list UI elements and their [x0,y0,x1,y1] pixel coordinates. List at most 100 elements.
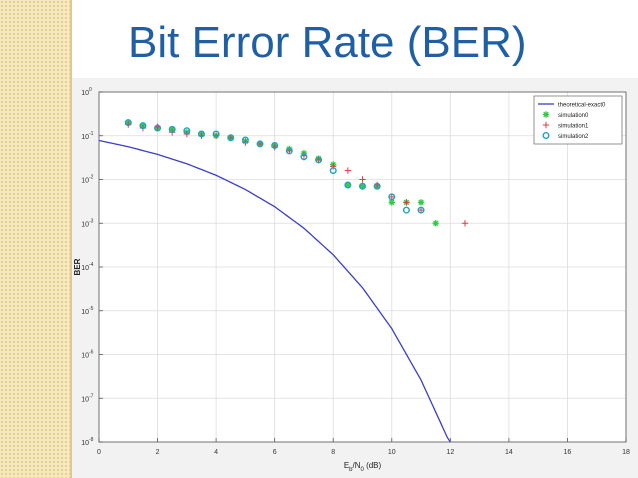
x-tick-label: 18 [622,449,630,456]
star-marker-stroke [543,111,549,118]
data-point [183,127,191,135]
legend-label: theoretical-exact0 [558,103,606,109]
circle-marker [417,206,425,214]
y-tick-label: 10 [81,265,89,272]
data-point [315,156,323,164]
data-point [124,119,132,127]
data-point [271,141,279,149]
data-point [241,136,249,144]
legend-label: simulation1 [558,124,589,130]
circle-marker [359,182,367,190]
x-tick-label: 12 [446,449,454,456]
circle-marker [388,193,396,201]
decorative-side-strip [0,0,70,478]
y-axis-label: BER [73,258,82,275]
x-tick-label: 10 [388,449,396,456]
data-point [212,130,220,138]
theoretical-curve [98,139,451,443]
x-tick-label: 16 [564,449,572,456]
data-point [402,206,410,214]
data-point [417,199,425,206]
y-tick-exponent: -3 [89,218,94,224]
data-point [344,167,352,174]
circle-marker [344,181,352,189]
data-point [227,134,235,142]
data-point [256,140,264,148]
y-tick-exponent: -1 [89,131,94,137]
x-tick-label: 14 [505,449,513,456]
circle-marker [212,130,220,138]
circle-marker [168,125,176,133]
legend: theoretical-exact0 simulation0 simulation1… [533,95,623,145]
x-tick-label: 8 [331,449,335,456]
x-axis-label: Eb/N0 (dB) [344,461,382,473]
x-tick-label: 0 [97,449,101,456]
data-point [154,124,162,132]
circle-marker [124,119,132,127]
circle-marker [300,153,308,161]
data-point [388,193,396,201]
data-point [461,220,469,227]
y-tick-exponent: -7 [89,393,94,399]
y-tick-label: 10 [81,221,89,228]
side-divider [70,0,72,478]
circle-marker [241,136,249,144]
circle-marker [271,141,279,149]
circle-marker [329,167,337,175]
data-point [285,147,293,155]
x-tick-label: 6 [273,449,277,456]
y-tick-exponent: -4 [89,262,94,268]
data-point [300,153,308,161]
legend-swatch [542,121,550,129]
data-point [403,199,410,206]
data-point [373,182,381,190]
data-point [388,199,395,206]
data-point [197,130,205,138]
y-tick-exponent: -5 [89,306,94,312]
series-simulation2 [124,119,425,214]
legend-label: simulation2 [558,134,589,140]
star-marker-stroke [389,199,395,206]
y-tick-exponent: 0 [89,87,92,93]
x-tick-label: 4 [214,449,218,456]
circle-marker [315,156,323,164]
circle-marker [183,127,191,135]
series-theoretical-exact0 [98,139,451,443]
data-point [432,220,439,227]
circle-marker [542,132,550,140]
y-tick-label: 10 [81,178,89,185]
data-point [168,125,176,133]
circle-marker [402,206,410,214]
y-tick-label: 10 [81,309,89,316]
circle-marker [373,182,381,190]
data-point [359,182,367,190]
star-marker-stroke [359,183,366,189]
circle-marker [256,140,264,148]
data-point [359,176,366,183]
figure-panel: 0 2 4 6 8 10 12 14 16 18 10 0 10 -1 10 -2 10 -3 10 -4 10 -5 10… [72,78,638,478]
y-tick-label: 10 [81,134,89,141]
y-tick-label: 10 [81,353,89,360]
circle-marker [227,134,235,142]
y-tick-label: 10 [81,90,89,97]
y-tick-exponent: -2 [89,175,94,181]
slide-title: Bit Error Rate (BER) [128,18,527,67]
circle-marker [139,122,147,130]
data-point [329,167,337,175]
legend-swatch [542,132,550,140]
data-point [417,206,425,214]
circle-marker [197,130,205,138]
y-tick-label: 10 [81,396,89,403]
star-marker-stroke [432,220,439,226]
data-point [139,122,147,130]
x-tick-label: 2 [156,449,160,456]
y-tick-exponent: -6 [89,350,94,356]
legend-swatch [542,111,550,118]
star-marker-stroke [418,199,424,206]
legend-label: simulation0 [558,113,589,119]
y-tick-label: 10 [81,440,89,447]
circle-marker [154,124,162,132]
data-point [344,181,352,189]
star-marker-stroke [345,182,351,188]
